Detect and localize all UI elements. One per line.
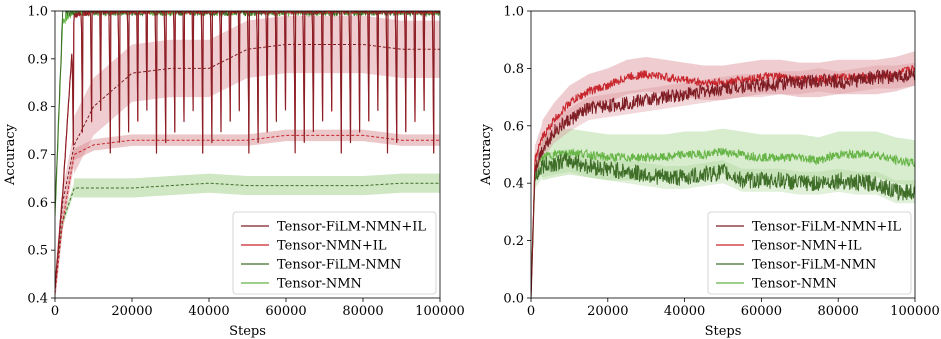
tensor-film-nmn-il-line: [55, 11, 440, 289]
legend-entry: Tensor-FiLM-NMN+IL: [277, 220, 426, 235]
x-tick-label: 60000: [265, 304, 306, 319]
x-tick-label: 40000: [664, 304, 705, 319]
legend: Tensor-FiLM-NMN+IL Tensor-NMN+IL Tensor-Fi…: [707, 211, 912, 295]
x-tick-label: 20000: [587, 304, 628, 319]
x-tick-label: 100000: [890, 304, 940, 319]
y-tick-label: 0.7: [27, 148, 48, 163]
y-tick-label: 1.0: [503, 5, 524, 20]
x-tick-label: 80000: [342, 304, 383, 319]
legend-entry: Tensor-FiLM-NMN: [277, 258, 401, 273]
y-tick-label: 0.4: [503, 177, 524, 192]
x-tick-label: 60000: [741, 304, 782, 319]
y-tick-label: 0.5: [27, 244, 48, 259]
x-tick-label: 0: [51, 304, 59, 319]
tensor-film-nmn-il-line: [531, 69, 915, 298]
tensor-film-nmn-mean-line: [55, 182, 440, 279]
legend-entry: Tensor-NMN+IL: [277, 239, 387, 254]
x-tick-label: 20000: [111, 304, 152, 319]
y-tick-label: 0.0: [503, 292, 524, 307]
x-tick-label: 40000: [188, 304, 229, 319]
tensor-film-nmn-il-band: [55, 15, 440, 298]
legend-entry: Tensor-FiLM-NMN: [752, 258, 876, 273]
legend-box: [707, 211, 912, 295]
tensor-film-nmn-il-band: [531, 62, 915, 298]
y-axis-label: Accuracy: [479, 123, 494, 186]
y-tick-label: 0.6: [503, 119, 524, 134]
x-tick-label: 80000: [818, 304, 859, 319]
plot-area: [531, 51, 915, 298]
y-tick-label: 0.4: [27, 292, 48, 307]
legend-entry: Tensor-NMN+IL: [752, 239, 862, 254]
x-tick-label: 0: [527, 304, 535, 319]
left-chart-panel: 0 20000 40000 60000 80000 100000 0.4 0.5 0.6 0.7 0…: [3, 5, 465, 339]
y-tick-label: 0.2: [503, 234, 524, 249]
y-tick-label: 1.0: [27, 5, 48, 20]
legend-entry: Tensor-NMN: [277, 277, 362, 292]
legend: Tensor-FiLM-NMN+IL Tensor-NMN+IL Tensor-Fi…: [232, 211, 437, 295]
right-chart-panel: 0 20000 40000 60000 80000 100000 0.0 0.2 0.4 0.6 0…: [479, 5, 940, 339]
y-tick-label: 0.8: [27, 100, 48, 115]
plot-frame: [530, 10, 916, 299]
x-tick-label: 100000: [415, 304, 465, 319]
tensor-film-nmn-band: [55, 173, 440, 284]
y-tick-label: 0.9: [27, 52, 48, 67]
x-axis-label: Steps: [229, 324, 266, 339]
x-axis-label: Steps: [705, 324, 742, 339]
y-tick-label: 0.8: [503, 62, 524, 77]
legend-entry: Tensor-FiLM-NMN+IL: [752, 220, 901, 235]
y-tick-label: 0.6: [27, 196, 48, 211]
tensor-film-nmn-line: [531, 152, 915, 291]
legend-entry: Tensor-NMN: [752, 277, 837, 292]
y-axis-label: Accuracy: [3, 123, 18, 186]
tensor-nmn-line: [531, 147, 915, 298]
tensor-nmn-il-band: [55, 129, 440, 298]
legend-box: [232, 211, 437, 295]
plot-area: [55, 11, 440, 298]
